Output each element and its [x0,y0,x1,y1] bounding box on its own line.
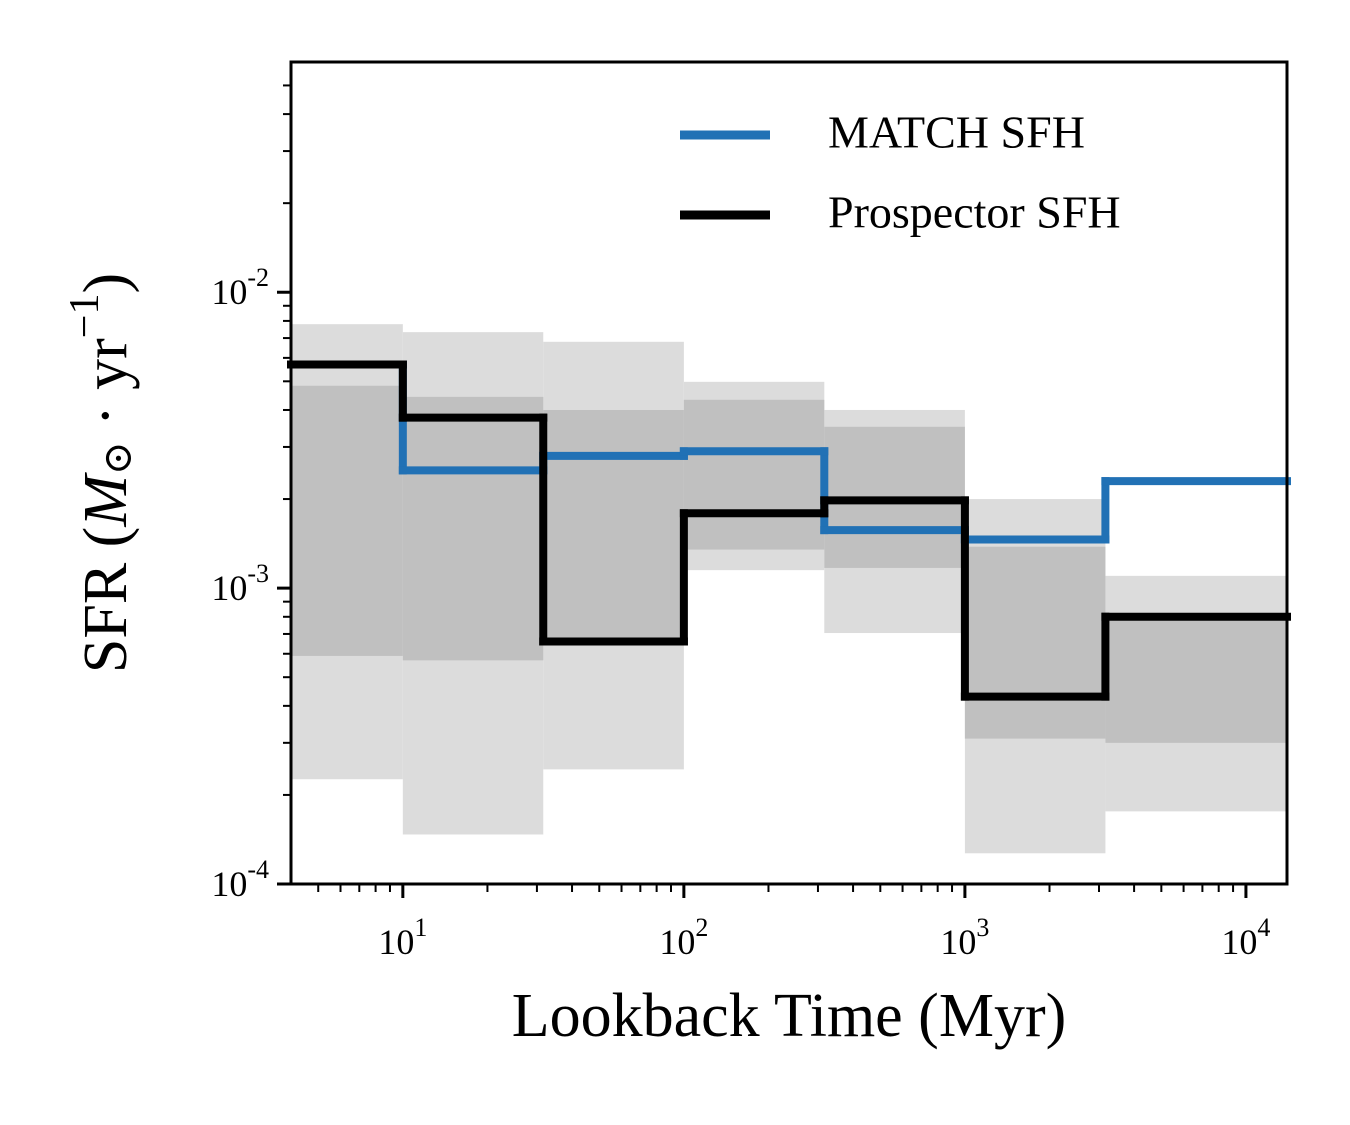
tick-base: 10 [1221,922,1257,962]
frame [289,60,1289,886]
tick-base: 10 [659,922,695,962]
y-axis-label-part: ⊙ [95,442,140,476]
x-axis-label: Lookback Time (Myr) [512,982,1067,1050]
tick-base: 10 [940,922,976,962]
tick-base: 10 [211,273,247,313]
band [291,385,403,656]
tick-base: 10 [378,922,414,962]
tick-label: 10-4 [211,855,269,904]
tick-exponent: -4 [247,855,269,884]
y-axis-label-part: · yr [72,338,140,442]
band [402,396,544,661]
tick-label: 10-2 [211,263,269,312]
y-axis-label-part: −1 [62,294,108,339]
tick-label: 104 [1221,913,1270,962]
y-axis-label: SFR (M⊙ · yr−1) [62,273,141,673]
tick-label: 102 [659,913,708,962]
band [1105,613,1287,743]
tick-exponent: 3 [976,913,989,942]
band [543,409,684,642]
band [683,399,825,550]
tick-base: 10 [211,864,247,904]
y-axis-label-part: M [72,472,140,528]
tick-label: 101 [378,913,427,962]
tick-exponent: -3 [247,559,269,588]
tick-label: 10-3 [211,559,269,608]
y-axis-label-part: ) [72,273,140,294]
tick-exponent: 4 [1257,913,1270,942]
tick-base: 10 [211,568,247,608]
y-axis-label-part: SFR ( [72,527,140,673]
band [964,546,1106,739]
legend-label: Prospector SFH [828,187,1121,238]
legend-label: MATCH SFH [828,107,1085,158]
tick-exponent: -2 [247,263,269,292]
tick-exponent: 2 [695,913,708,942]
tick-label: 103 [940,913,989,962]
tick-exponent: 1 [414,913,427,942]
